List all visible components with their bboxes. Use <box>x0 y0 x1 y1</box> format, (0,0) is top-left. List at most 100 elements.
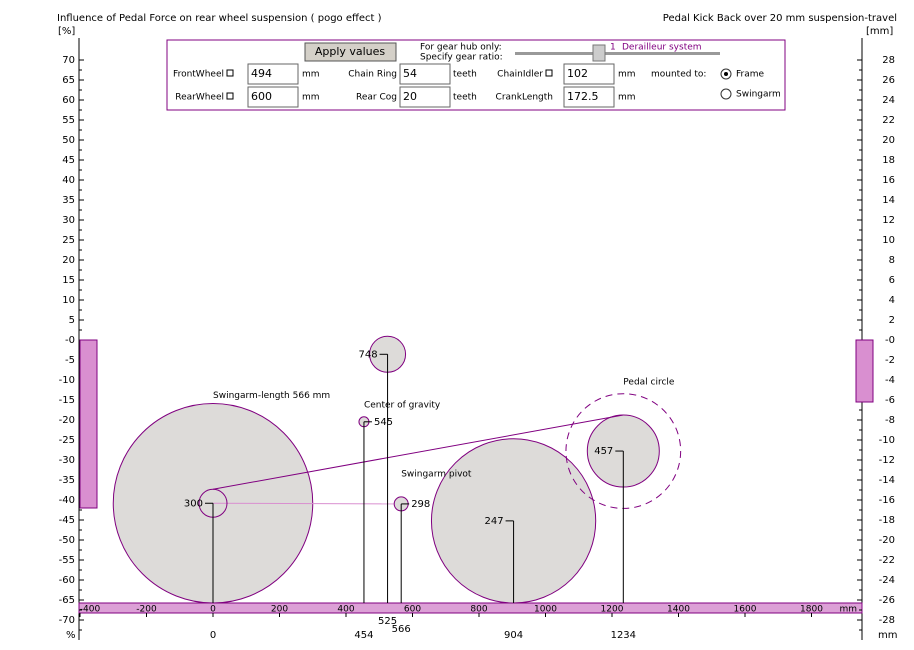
position-label: 454 <box>354 630 373 641</box>
right-tick-label: 4 <box>889 295 895 306</box>
position-label: 525 <box>378 616 397 627</box>
right-tick-label: -12 <box>879 455 895 466</box>
marker-caption: Center of gravity <box>364 400 441 410</box>
position-label: 1234 <box>611 630 636 641</box>
x-tick-label: 800 <box>470 605 487 615</box>
kickback-bar <box>855 339 874 403</box>
x-tick-label: 600 <box>404 605 421 615</box>
marker-value: 457 <box>594 446 613 457</box>
field-label: ChainIdler <box>497 70 543 80</box>
field-value[interactable]: 600 <box>251 90 272 103</box>
radio-label[interactable]: Frame <box>736 70 765 80</box>
marker-value: 247 <box>484 516 503 527</box>
left-tick-label: -10 <box>59 375 75 386</box>
chain <box>212 414 624 490</box>
left-tick-label: -50 <box>59 535 75 546</box>
gear-note: For gear hub only: <box>420 43 502 53</box>
field-label: CrankLength <box>496 93 553 103</box>
left-tick-label: 35 <box>62 195 75 206</box>
field-value[interactable]: 20 <box>403 90 417 103</box>
field-label: Rear Cog <box>356 93 397 103</box>
x-tick-label: -400 <box>80 605 101 615</box>
left-tick-label: -15 <box>59 395 75 406</box>
right-tick-label: 14 <box>882 195 895 206</box>
left-tick-label: -25 <box>59 435 75 446</box>
right-tick-label: -28 <box>879 615 895 626</box>
mounted-to: mounted to: <box>651 70 706 80</box>
left-tick-label: -60 <box>59 575 75 586</box>
right-tick-label: -6 <box>885 395 895 406</box>
left-tick-label: 50 <box>62 135 75 146</box>
right-tick-label: 12 <box>882 215 895 226</box>
left-tick-label: -45 <box>59 515 75 526</box>
left-tick-label: 70 <box>62 55 75 66</box>
apply-button-label[interactable]: Apply values <box>315 45 386 58</box>
field-checkbox[interactable] <box>226 69 234 77</box>
right-tick-label: -2 <box>885 355 895 366</box>
left-tick-label: 45 <box>62 155 75 166</box>
field-input[interactable] <box>563 86 615 108</box>
field-value[interactable]: 172.5 <box>567 90 599 103</box>
field-checkbox[interactable] <box>545 69 553 77</box>
x-tick-label: 1000 <box>534 605 557 615</box>
pogo-bar <box>79 339 98 509</box>
radio[interactable] <box>720 88 732 100</box>
right-tick-label: -0 <box>885 335 895 346</box>
field-input[interactable] <box>399 86 451 108</box>
left-tick-label: 5 <box>69 315 75 326</box>
right-tick-label: -14 <box>879 475 895 486</box>
marker-value: 300 <box>184 498 203 509</box>
position-label: 566 <box>392 624 411 635</box>
field-label: FrontWheel <box>173 70 224 80</box>
radio-label[interactable]: Swingarm <box>736 90 781 100</box>
marker-value: 298 <box>411 499 430 510</box>
field-unit: mm <box>618 93 636 103</box>
field-checkbox[interactable] <box>226 92 234 100</box>
apply-button[interactable] <box>304 42 397 62</box>
left-tick-label: -0 <box>65 335 75 346</box>
position-label: 904 <box>504 630 523 641</box>
x-tick-label: 1800 <box>800 605 823 615</box>
marker-caption: Pedal circle <box>623 378 675 388</box>
field-input[interactable] <box>563 63 615 85</box>
right-tick-label: -18 <box>879 515 895 526</box>
right-tick-label: 6 <box>889 275 895 286</box>
field-unit: mm <box>618 70 636 80</box>
field-input[interactable] <box>247 63 299 85</box>
marker-caption: Swingarm-length 566 mm <box>213 391 330 401</box>
left-tick-label: -40 <box>59 495 75 506</box>
right-tick-label: -8 <box>885 415 895 426</box>
field-value[interactable]: 494 <box>251 67 272 80</box>
gear-value: 1 <box>610 43 616 53</box>
field-value[interactable]: 54 <box>403 67 417 80</box>
right-tick-label: -24 <box>879 575 895 586</box>
field-input[interactable] <box>399 63 451 85</box>
left-tick-label: 55 <box>62 115 75 126</box>
left-tick-label: 20 <box>62 255 75 266</box>
field-input[interactable] <box>247 86 299 108</box>
right-tick-label: 28 <box>882 55 895 66</box>
gear-slider-thumb[interactable] <box>592 44 606 62</box>
right-tick-label: -20 <box>879 535 895 546</box>
marker-value: 748 <box>358 349 377 360</box>
right-tick-label: -16 <box>879 495 895 506</box>
left-tick-label: 10 <box>62 295 75 306</box>
field-label: Chain Ring <box>348 70 397 80</box>
right-unit: [mm] <box>866 26 893 37</box>
x-unit: mm <box>839 605 857 615</box>
left-tick-label: -30 <box>59 455 75 466</box>
x-tick-label: 1200 <box>601 605 624 615</box>
right-tick-label: 26 <box>882 75 895 86</box>
radio-dot <box>724 72 728 76</box>
x-tick-label: 1600 <box>734 605 757 615</box>
field-value[interactable]: 102 <box>567 67 588 80</box>
marker-value: 545 <box>374 417 393 428</box>
left-tick-label: -55 <box>59 555 75 566</box>
x-tick-label: 200 <box>271 605 288 615</box>
gear-system: Derailleur system <box>622 43 702 53</box>
gear-slider-track[interactable] <box>515 52 720 55</box>
x-tick-label: 0 <box>210 605 216 615</box>
left-unit: [%] <box>58 26 75 37</box>
